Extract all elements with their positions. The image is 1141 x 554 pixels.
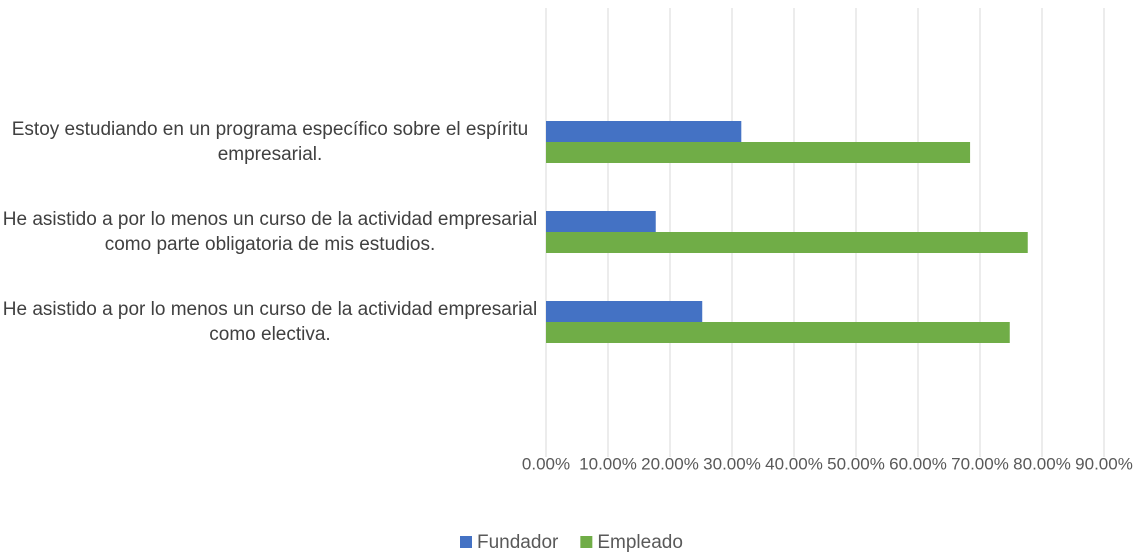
bar [546,232,1028,253]
legend-swatch [460,536,472,548]
bar [546,211,656,232]
legend-swatch [580,536,593,548]
x-tick-label: 0.00% [522,454,570,473]
x-tick-label: 30.00% [703,454,761,473]
x-tick-label: 10.00% [579,454,637,473]
bar [546,121,742,142]
x-tick-label: 40.00% [765,454,823,473]
y-tick-label: Estoy estudiando en un programa específi… [11,119,529,165]
x-tick-label: 60.00% [889,454,947,473]
x-tick-label: 20.00% [641,454,699,473]
legend-label: Fundador [477,532,559,553]
x-tick-label: 70.00% [951,454,1009,473]
legend-label: Empleado [597,532,683,553]
y-tick-label: He asistido a por lo menos un curso de l… [2,299,538,345]
bar [546,142,971,163]
y-tick-label: He asistido a por lo menos un curso de l… [2,209,538,255]
bar [546,301,703,322]
x-tick-label: 50.00% [827,454,885,473]
bar [546,322,1010,343]
x-tick-label: 90.00% [1075,454,1133,473]
x-tick-label: 80.00% [1013,454,1071,473]
